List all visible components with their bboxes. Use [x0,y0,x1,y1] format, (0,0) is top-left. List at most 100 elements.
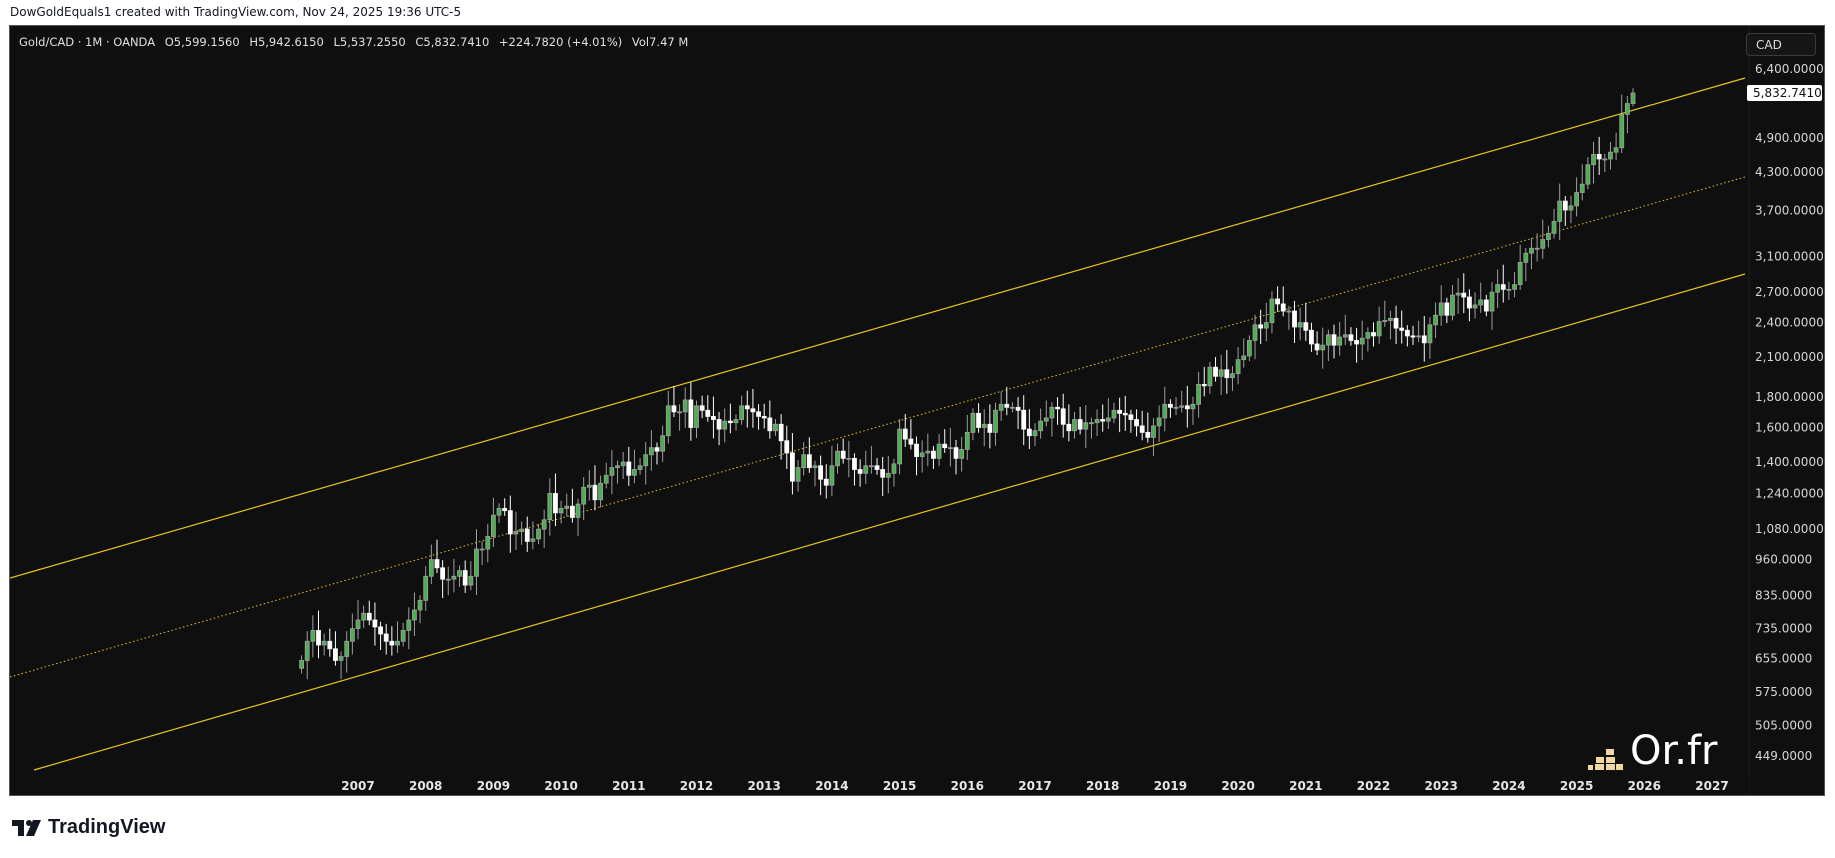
candle[interactable] [1072,411,1077,439]
candle[interactable] [643,442,649,485]
candle[interactable] [727,403,733,434]
candle[interactable] [1320,327,1326,369]
candle[interactable] [1224,349,1230,394]
candle[interactable] [868,445,874,474]
candle[interactable] [406,607,412,650]
candle[interactable] [519,521,525,545]
candle[interactable] [366,600,372,626]
candle[interactable] [1579,164,1585,201]
candle[interactable] [1517,244,1523,290]
candle[interactable] [468,561,474,591]
legend-symbol[interactable]: Gold/CAD · 1M · OANDA [19,35,156,49]
candle[interactable] [1416,320,1422,343]
candle[interactable] [1292,300,1297,343]
candle[interactable] [598,475,603,508]
candle[interactable] [575,498,581,537]
candle[interactable] [1190,396,1196,425]
candle[interactable] [310,615,316,658]
candle[interactable] [1551,208,1557,239]
candle[interactable] [1269,291,1275,334]
candlestick-chart[interactable]: 6,400.0000 4,900.0000 4,300.0000 3,700.0000… [10,26,1825,796]
candle[interactable] [722,408,728,443]
candle[interactable] [1060,393,1066,438]
candle[interactable] [1314,331,1320,356]
candle[interactable] [733,414,739,431]
candle[interactable] [1450,284,1455,321]
candle[interactable] [1156,405,1162,442]
candle[interactable] [1235,347,1241,385]
candle[interactable] [457,565,462,587]
candle[interactable] [1173,397,1179,416]
candle[interactable] [1230,366,1235,391]
candle[interactable] [1421,316,1427,362]
candle[interactable] [1179,390,1185,413]
candle[interactable] [790,433,795,495]
channel-median-line[interactable] [10,176,1746,678]
candle[interactable] [987,404,993,449]
candle[interactable] [1630,88,1636,107]
candle[interactable] [485,523,491,563]
candle[interactable] [1388,310,1393,340]
candle[interactable] [739,395,745,425]
chart-panel[interactable]: 6,400.0000 4,900.0000 4,300.0000 3,700.0000… [9,25,1825,796]
candle[interactable] [773,419,778,436]
candle[interactable] [496,503,502,524]
candle[interactable] [592,465,598,511]
candle[interactable] [1545,225,1551,248]
candle[interactable] [1483,294,1489,317]
candle[interactable] [299,655,304,674]
candle[interactable] [1354,327,1359,363]
candle[interactable] [304,631,310,680]
candle[interactable] [1201,366,1207,397]
candle[interactable] [581,477,587,521]
candle[interactable] [1591,141,1596,184]
candle[interactable] [1427,317,1433,359]
candle[interactable] [530,521,536,550]
candle[interactable] [1151,418,1156,457]
candle[interactable] [445,566,451,596]
candle[interactable] [1512,272,1517,298]
candle[interactable] [1608,142,1613,170]
candle[interactable] [801,442,807,476]
candle[interactable] [699,395,705,419]
candle[interactable] [620,451,626,480]
candle[interactable] [553,473,558,527]
candle[interactable] [1455,278,1461,314]
candle[interactable] [349,613,355,655]
candle[interactable] [761,403,767,429]
candle[interactable] [1371,322,1376,347]
candle[interactable] [1365,327,1371,352]
candle[interactable] [1624,95,1630,134]
candle[interactable] [976,403,981,433]
candle[interactable] [1010,402,1015,413]
candle[interactable] [1038,408,1044,439]
candle[interactable] [1015,397,1021,430]
candle[interactable] [1275,286,1280,312]
candle[interactable] [964,414,970,460]
candle[interactable] [694,400,699,439]
candle[interactable] [1585,157,1591,190]
candle[interactable] [423,566,429,611]
candle[interactable] [1246,335,1252,362]
candle[interactable] [361,605,367,628]
candle[interactable] [1241,338,1247,368]
candle[interactable] [1263,302,1269,342]
candle[interactable] [1004,386,1010,416]
candle[interactable] [502,498,508,516]
candle[interactable] [744,390,750,428]
candle[interactable] [756,404,761,430]
candle[interactable] [1557,183,1563,241]
candle[interactable] [372,602,378,646]
candle[interactable] [1280,286,1286,317]
candle[interactable] [1089,417,1094,439]
candle[interactable] [914,436,919,476]
candle[interactable] [931,446,936,469]
candle[interactable] [1438,285,1444,326]
channel-upper-line[interactable] [10,77,1746,579]
candle[interactable] [959,436,965,472]
candle[interactable] [857,459,863,487]
candle[interactable] [953,440,959,475]
candle[interactable] [1399,310,1405,344]
candle[interactable] [970,408,976,441]
candle[interactable] [569,488,575,523]
